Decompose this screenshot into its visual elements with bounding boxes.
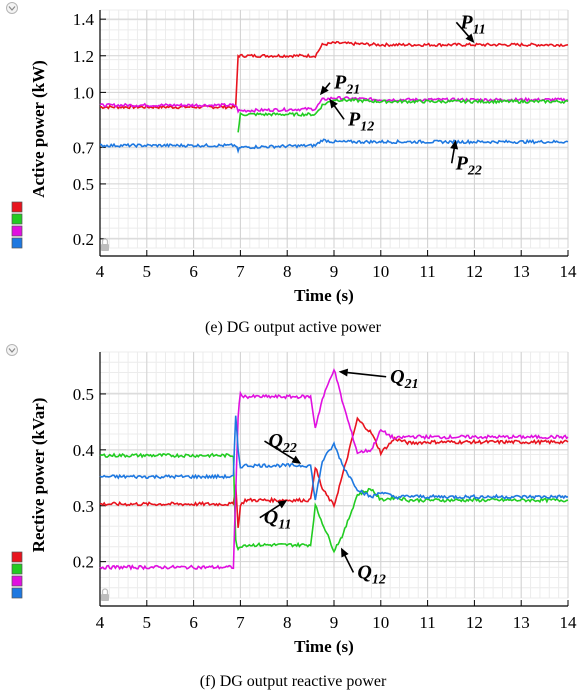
x-tick-label: 8 — [283, 262, 292, 281]
collapse-icon[interactable] — [6, 2, 18, 14]
legend-swatch[interactable] — [11, 237, 23, 249]
chart-reactive-power: 4 5 6 7 8 9 10 11 12 13 14 0.2 0.3 0.4 0.5 Time (s) Rect… — [6, 344, 578, 690]
y-tick-label: 0.7 — [73, 138, 95, 157]
legend-swatch[interactable] — [11, 551, 23, 563]
x-tick-label: 8 — [283, 613, 292, 632]
arrow-head — [465, 33, 475, 43]
y-axis-label: Active power (kW) — [29, 60, 48, 198]
series-line-p21 — [99, 96, 569, 114]
figure-caption: (f) DG output reactive power — [200, 673, 387, 690]
chart-active-power: 4 5 6 7 8 9 10 11 12 13 14 0.2 0.5 0.7 1.0 1.2 1.4 Time (… — [6, 2, 578, 336]
y-tick-label: 0.3 — [73, 497, 94, 516]
y-tick-label: 0.2 — [73, 553, 94, 572]
x-tick-label: 12 — [466, 262, 483, 281]
legend-swatch[interactable] — [11, 575, 23, 587]
annotation-label: Q21 — [390, 366, 418, 392]
collapse-icon[interactable] — [6, 344, 18, 356]
annotation-label: P11 — [459, 11, 485, 37]
x-tick-label: 4 — [96, 262, 105, 281]
lock-icon[interactable] — [101, 238, 109, 251]
series-color-swatches — [11, 551, 23, 599]
series-line-p22 — [99, 138, 569, 154]
series-line-q21 — [99, 367, 569, 571]
x-tick-label: 11 — [419, 613, 435, 632]
x-axis-label: Time (s) — [294, 637, 354, 656]
arrow-head — [450, 139, 459, 150]
x-tick-label: 10 — [372, 262, 389, 281]
series-lines — [99, 40, 569, 154]
arrow-head — [329, 98, 338, 109]
major-grid — [99, 10, 569, 248]
y-tick-label: 0.5 — [73, 175, 94, 194]
y-tick-label: 0.4 — [73, 441, 95, 460]
x-tick-label: 12 — [466, 613, 483, 632]
x-tick-label: 4 — [96, 613, 105, 632]
arrow-head — [319, 85, 329, 96]
annotation-label: P12 — [347, 108, 374, 134]
y-axis-label: Rective power (kVar) — [29, 398, 48, 553]
x-tick-label: 14 — [560, 262, 578, 281]
legend-swatch[interactable] — [11, 213, 23, 225]
annotation-label: P22 — [455, 152, 482, 178]
x-tick-label: 13 — [513, 262, 530, 281]
figure-caption: (e) DG output active power — [205, 319, 382, 336]
x-tick-label: 7 — [236, 262, 245, 281]
x-tick-label: 14 — [560, 613, 578, 632]
legend-swatch[interactable] — [11, 563, 23, 575]
legend-swatch[interactable] — [11, 225, 23, 237]
series-line-q12 — [99, 452, 569, 554]
series-color-swatches — [11, 201, 23, 249]
x-tick-label: 5 — [143, 613, 152, 632]
x-tick-label: 5 — [143, 262, 152, 281]
series-line-q11 — [99, 416, 569, 528]
series-line-p12 — [237, 97, 569, 133]
x-tick-label: 9 — [330, 613, 339, 632]
x-tick-label: 6 — [189, 613, 198, 632]
legend-swatch[interactable] — [11, 587, 23, 599]
annotation-label: P21 — [333, 72, 360, 98]
lock-icon[interactable] — [101, 588, 109, 601]
arrow-head — [291, 455, 302, 464]
arrow-head — [277, 500, 288, 509]
y-tick-label: 0.2 — [73, 230, 94, 249]
x-tick-label: 7 — [236, 613, 245, 632]
series-line-p11 — [99, 40, 569, 110]
x-tick-label: 11 — [419, 262, 435, 281]
annotation-arrow — [340, 370, 387, 378]
annotations: P11 P21 P12 P22 — [319, 11, 486, 178]
series-line-q22 — [99, 415, 569, 501]
arrow-head — [341, 547, 349, 558]
y-tick-label: 0.5 — [73, 385, 94, 404]
annotation-label: Q12 — [357, 561, 385, 587]
y-tick-label: 1.2 — [73, 47, 94, 66]
y-tick-label: 1.4 — [73, 10, 95, 29]
series-lines — [99, 367, 569, 571]
y-tick-label: 1.0 — [73, 83, 94, 102]
x-tick-label: 6 — [189, 262, 198, 281]
legend-swatch[interactable] — [11, 201, 23, 213]
major-grid — [99, 352, 569, 598]
x-axis-label: Time (s) — [294, 286, 354, 305]
arrow-head — [338, 368, 349, 377]
x-tick-label: 9 — [330, 262, 339, 281]
x-tick-label: 13 — [513, 613, 530, 632]
x-tick-label: 10 — [372, 613, 389, 632]
